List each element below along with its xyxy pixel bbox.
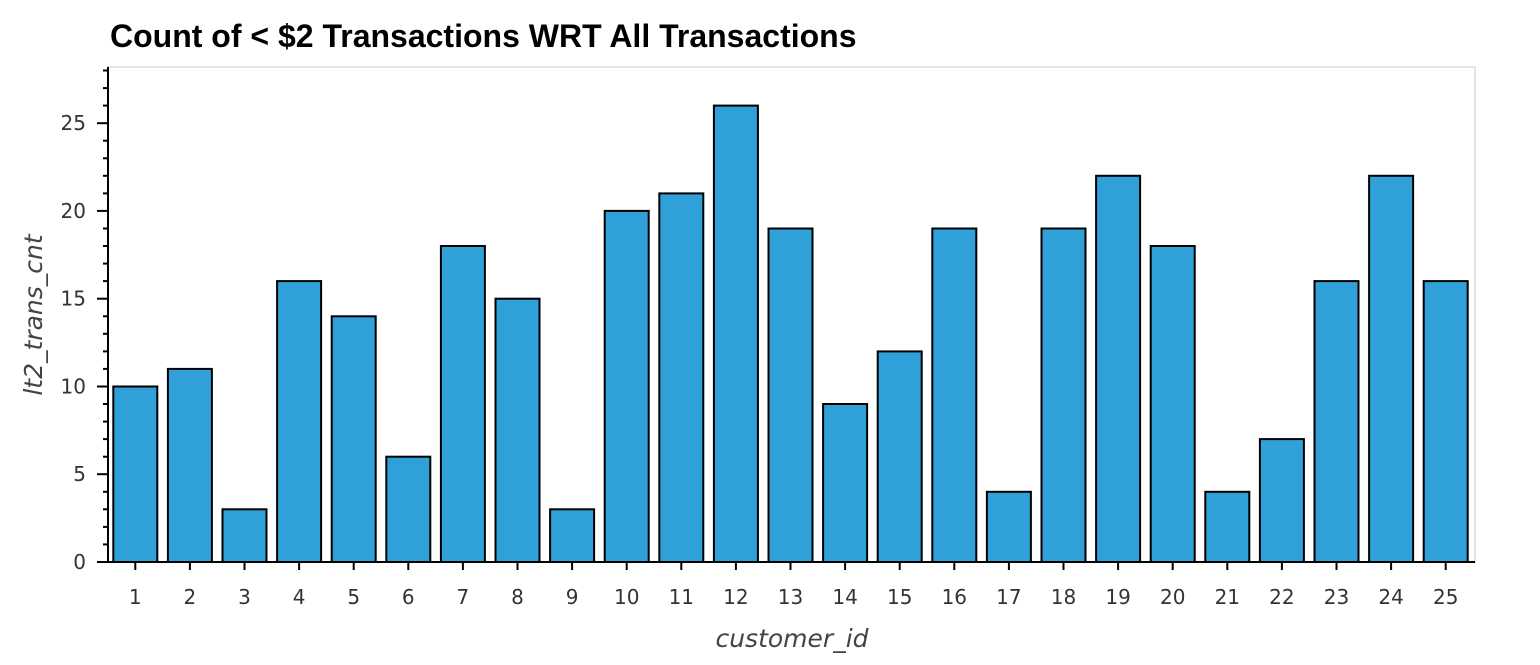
x-tick-label: 10 xyxy=(614,585,639,609)
x-tick-label: 17 xyxy=(996,585,1021,609)
bar-customer-19 xyxy=(1095,174,1142,564)
x-tick-label: 16 xyxy=(942,585,967,609)
bar-customer-18 xyxy=(1040,227,1087,563)
x-tick-label: 23 xyxy=(1324,585,1349,609)
bars-group xyxy=(112,104,1469,564)
bar-customer-15 xyxy=(876,350,923,563)
x-tick-label: 15 xyxy=(887,585,912,609)
x-tick-label: 19 xyxy=(1105,585,1130,609)
x-tick-label: 9 xyxy=(566,585,579,609)
y-tick-label: 20 xyxy=(61,199,86,223)
y-tick-label: 15 xyxy=(61,287,86,311)
x-tick-label: 20 xyxy=(1160,585,1185,609)
x-tick-label: 2 xyxy=(184,585,197,609)
bar-customer-21 xyxy=(1204,490,1251,563)
x-tick-label: 8 xyxy=(511,585,524,609)
bar-customer-7 xyxy=(439,245,486,563)
chart-title: Count of < $2 Transactions WRT All Trans… xyxy=(110,18,857,54)
bar-customer-11 xyxy=(658,192,705,563)
x-tick-label: 22 xyxy=(1269,585,1294,609)
x-tick-label: 18 xyxy=(1051,585,1076,609)
bar-customer-10 xyxy=(603,209,650,563)
bar-customer-25 xyxy=(1422,280,1469,563)
x-tick-label: 4 xyxy=(293,585,306,609)
bar-customer-17 xyxy=(985,490,1032,563)
x-tick-label: 25 xyxy=(1433,585,1458,609)
x-tick-label: 13 xyxy=(778,585,803,609)
bar-customer-16 xyxy=(931,227,978,563)
x-tick-label: 6 xyxy=(402,585,415,609)
bar-customer-14 xyxy=(822,403,869,563)
bar-customer-20 xyxy=(1149,245,1196,563)
bar-customer-2 xyxy=(166,367,213,563)
x-tick-label: 21 xyxy=(1215,585,1240,609)
x-axis-label: customer_id xyxy=(715,624,868,653)
y-tick-label: 10 xyxy=(61,375,86,399)
x-tick-label: 11 xyxy=(669,585,694,609)
x-tick-label: 1 xyxy=(129,585,142,609)
bar-customer-12 xyxy=(712,104,759,563)
x-tick-label: 5 xyxy=(347,585,360,609)
bar-customer-13 xyxy=(767,227,814,563)
bar-customer-1 xyxy=(112,385,159,563)
bar-customer-22 xyxy=(1258,438,1305,564)
y-tick-label: 25 xyxy=(61,111,86,135)
y-tick-label: 0 xyxy=(73,550,86,574)
x-tick-label: 12 xyxy=(723,585,748,609)
bar-customer-5 xyxy=(330,315,377,563)
x-tick-label: 14 xyxy=(832,585,857,609)
bar-customer-9 xyxy=(549,508,596,563)
x-tick-label: 3 xyxy=(238,585,251,609)
bar-customer-8 xyxy=(494,297,541,563)
y-axis-label: lt2_trans_cnt xyxy=(19,233,48,396)
x-tick-label: 7 xyxy=(457,585,470,609)
y-tick-label: 5 xyxy=(73,462,86,486)
bar-customer-6 xyxy=(385,455,432,564)
bar-customer-24 xyxy=(1368,174,1415,564)
bar-customer-23 xyxy=(1313,280,1360,563)
bar-customer-4 xyxy=(276,280,323,563)
x-tick-label: 24 xyxy=(1378,585,1403,609)
bar-customer-3 xyxy=(221,508,268,563)
